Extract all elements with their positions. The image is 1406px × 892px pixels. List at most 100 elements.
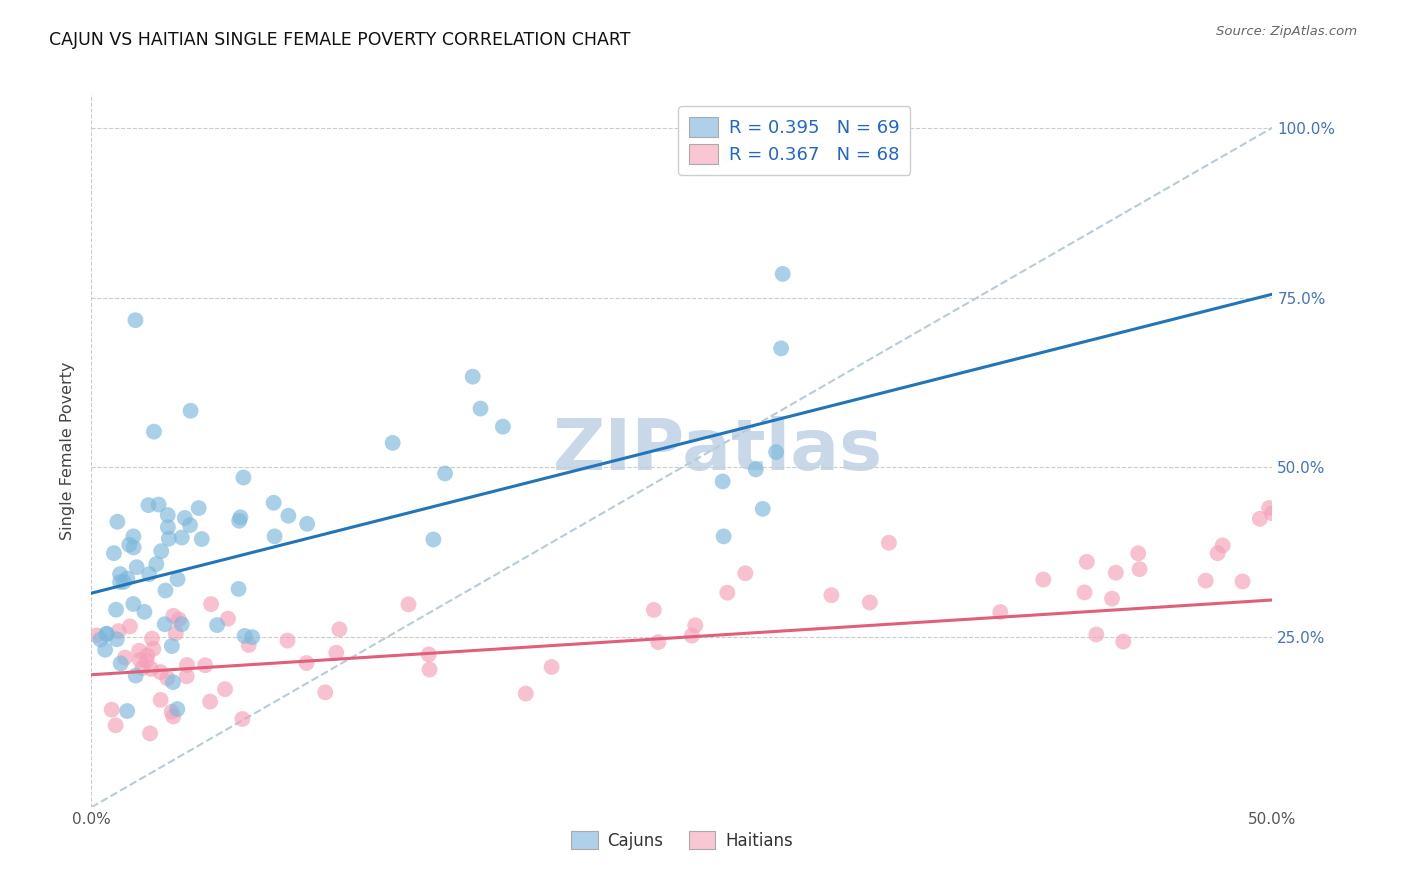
Point (162, 675, 184, 690)
Point (1085, 627, 1108, 641)
Point (122, 529, 145, 543)
Text: CAJUN VS HAITIAN SINGLE FEMALE POVERTY CORRELATION CHART: CAJUN VS HAITIAN SINGLE FEMALE POVERTY C… (49, 31, 631, 49)
Point (156, 671, 179, 685)
Point (263, 529, 285, 543)
Point (155, 583, 177, 598)
Point (142, 641, 165, 656)
Point (150, 544, 173, 558)
Point (314, 685, 336, 699)
Point (276, 633, 298, 648)
Point (125, 560, 148, 574)
Point (877, 535, 900, 549)
Point (765, 445, 787, 459)
Point (1101, 591, 1123, 606)
Point (1032, 573, 1054, 587)
Point (156, 520, 179, 534)
Point (104, 718, 127, 732)
Point (752, 501, 775, 516)
Point (647, 635, 669, 649)
Point (166, 702, 188, 716)
Point (162, 709, 184, 723)
Point (745, 462, 768, 476)
Point (681, 629, 703, 643)
Point (180, 403, 202, 417)
Point (145, 557, 167, 571)
Point (540, 660, 562, 674)
Point (170, 531, 193, 545)
Point (325, 646, 347, 660)
Point (176, 669, 198, 683)
Point (114, 650, 136, 665)
Point (232, 470, 254, 484)
Point (141, 632, 163, 646)
Point (1258, 500, 1281, 515)
Point (1073, 585, 1095, 599)
Point (1076, 555, 1098, 569)
Point (238, 638, 260, 652)
Point (149, 665, 172, 679)
Point (461, 369, 484, 384)
Point (105, 632, 128, 647)
Point (233, 629, 256, 643)
Point (1206, 546, 1229, 560)
Point (129, 653, 152, 667)
Point (770, 342, 793, 356)
Point (138, 498, 160, 512)
Point (1112, 634, 1135, 648)
Point (214, 682, 236, 697)
Point (118, 538, 141, 552)
Point (135, 654, 157, 668)
Point (139, 662, 162, 676)
Point (112, 574, 135, 589)
Point (153, 617, 176, 632)
Point (277, 508, 299, 523)
Point (228, 514, 250, 528)
Point (131, 661, 153, 675)
Point (118, 619, 141, 633)
Point (107, 624, 129, 639)
Point (167, 612, 190, 626)
Point (515, 687, 537, 701)
Point (820, 588, 842, 602)
Point (734, 566, 756, 581)
Point (859, 595, 882, 609)
Point (122, 541, 145, 555)
Point (122, 597, 145, 611)
Point (138, 567, 160, 582)
Point (422, 533, 444, 547)
Point (231, 712, 253, 726)
Point (191, 532, 214, 546)
Point (156, 508, 179, 522)
Point (295, 656, 318, 670)
Point (124, 313, 146, 327)
Point (263, 496, 285, 510)
Point (128, 644, 150, 658)
Legend: Cajuns, Haitians: Cajuns, Haitians (561, 821, 803, 860)
Point (134, 605, 156, 619)
Point (492, 419, 515, 434)
Point (105, 515, 128, 529)
Point (328, 623, 350, 637)
Point (217, 612, 239, 626)
Point (187, 501, 209, 516)
Text: ZIPatlas: ZIPatlas (553, 416, 883, 485)
Point (139, 726, 162, 740)
Point (772, 267, 794, 281)
Text: Source: ZipAtlas.com: Source: ZipAtlas.com (1216, 25, 1357, 38)
Point (200, 597, 222, 611)
Point (198, 695, 221, 709)
Point (96, 627, 118, 641)
Point (100, 703, 122, 717)
Point (142, 425, 165, 439)
Point (149, 693, 172, 707)
Point (160, 705, 183, 719)
Point (685, 618, 707, 632)
Point (165, 626, 187, 640)
Point (103, 546, 125, 560)
Point (398, 598, 420, 612)
Point (89, 632, 111, 647)
Point (176, 658, 198, 673)
Point (295, 516, 318, 531)
Point (1195, 574, 1218, 588)
Point (173, 511, 195, 525)
